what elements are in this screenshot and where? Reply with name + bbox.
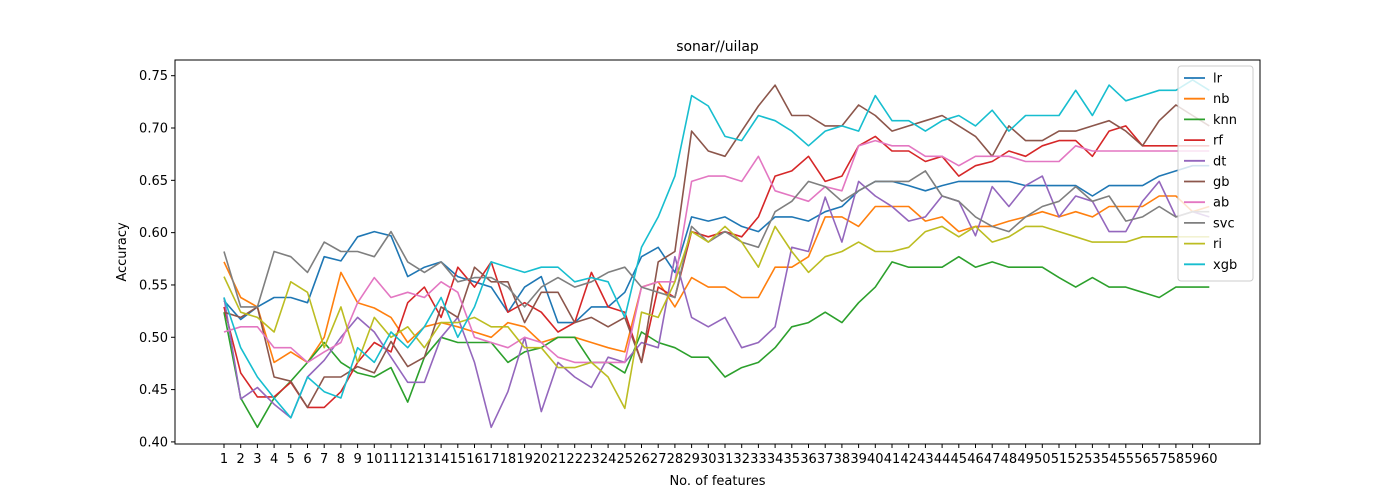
x-tick-label: 6 <box>303 452 311 467</box>
y-tick-label: 0.75 <box>139 69 168 84</box>
x-tick-label: 26 <box>633 452 650 467</box>
legend-label-ab: ab <box>1213 196 1229 211</box>
y-tick-label: 0.45 <box>139 383 168 398</box>
x-tick-label: 14 <box>433 452 450 467</box>
legend-label-nb: nb <box>1213 92 1230 107</box>
series-line-svc <box>223 170 1210 308</box>
x-tick-label: 2 <box>237 452 245 467</box>
x-tick-label: 27 <box>650 452 667 467</box>
legend-label-xgb: xgb <box>1213 258 1237 273</box>
plot-area <box>223 79 1210 429</box>
x-tick-label: 43 <box>917 452 934 467</box>
x-tick-label: 17 <box>483 452 500 467</box>
x-tick-label: 16 <box>466 452 483 467</box>
legend-label-ri: ri <box>1213 237 1222 252</box>
y-tick-label: 0.40 <box>139 435 168 450</box>
legend-label-gb: gb <box>1213 175 1230 190</box>
x-tick-label: 57 <box>1151 452 1168 467</box>
x-axis-label: No. of features <box>669 474 765 489</box>
x-tick-label: 19 <box>516 452 533 467</box>
x-tick-label: 38 <box>834 452 851 467</box>
y-tick-label: 0.50 <box>139 331 168 346</box>
y-tick-label: 0.55 <box>139 278 168 293</box>
x-tick-label: 4 <box>270 452 278 467</box>
x-tick-label: 10 <box>366 452 383 467</box>
y-tick-label: 0.60 <box>139 226 168 241</box>
series-line-xgb <box>223 79 1210 419</box>
x-tick-label: 47 <box>984 452 1001 467</box>
x-tick-label: 28 <box>667 452 684 467</box>
x-tick-label: 42 <box>900 452 917 467</box>
x-tick-label: 40 <box>867 452 884 467</box>
x-tick-label: 41 <box>884 452 901 467</box>
legend-label-rf: rf <box>1213 134 1223 149</box>
x-tick-label: 45 <box>951 452 968 467</box>
x-tick-label: 44 <box>934 452 951 467</box>
series-line-ri <box>223 225 1210 410</box>
x-tick-label: 31 <box>717 452 734 467</box>
x-axis: 1 2 3 4 5 6 7 8 9 10 11 12 13 14 15 16 17 18 19 20 21 22 23 24 2… <box>220 444 1218 467</box>
x-tick-label: 37 <box>817 452 834 467</box>
x-tick-label: 30 <box>700 452 717 467</box>
x-tick-label: 48 <box>1001 452 1018 467</box>
x-tick-label: 20 <box>533 452 550 467</box>
chart-title: sonar//uilap <box>676 39 759 55</box>
x-tick-label: 23 <box>583 452 600 467</box>
y-axis-label: Accuracy <box>115 222 130 282</box>
legend: lr nb knn rf dt gb ab svc ri xgb <box>1177 65 1254 282</box>
legend-label-dt: dt <box>1213 154 1226 169</box>
x-tick-label: 12 <box>399 452 416 467</box>
y-tick-label: 0.65 <box>139 174 168 189</box>
x-tick-label: 15 <box>450 452 467 467</box>
y-tick-label: 0.70 <box>139 122 168 137</box>
x-tick-label: 46 <box>967 452 984 467</box>
x-tick-label: 49 <box>1017 452 1034 467</box>
legend-label-svc: svc <box>1213 216 1235 231</box>
x-tick-label: 7 <box>320 452 328 467</box>
x-tick-label: 5 <box>287 452 295 467</box>
x-tick-label: 18 <box>500 452 517 467</box>
x-tick-label: 34 <box>767 452 784 467</box>
x-tick-label: 13 <box>416 452 433 467</box>
x-tick-label: 22 <box>566 452 583 467</box>
x-tick-label: 53 <box>1084 452 1101 467</box>
legend-label-knn: knn <box>1213 113 1237 128</box>
x-tick-label: 59 <box>1184 452 1201 467</box>
x-tick-label: 24 <box>600 452 617 467</box>
x-tick-label: 8 <box>337 452 345 467</box>
series-line-ab <box>223 139 1210 364</box>
x-tick-label: 51 <box>1051 452 1068 467</box>
series-line-knn <box>223 255 1210 429</box>
series-line-nb <box>223 195 1210 364</box>
x-tick-label: 29 <box>683 452 700 467</box>
x-tick-label: 52 <box>1067 452 1084 467</box>
y-axis: 0.40 0.45 0.50 0.55 0.60 0.65 0.70 0.75 <box>139 69 175 450</box>
series-line-dt <box>223 175 1210 429</box>
x-tick-label: 35 <box>784 452 801 467</box>
x-tick-label: 33 <box>750 452 767 467</box>
x-tick-label: 1 <box>220 452 228 467</box>
x-tick-label: 50 <box>1034 452 1051 467</box>
x-tick-label: 32 <box>733 452 750 467</box>
x-tick-label: 55 <box>1118 452 1135 467</box>
x-tick-label: 25 <box>617 452 634 467</box>
legend-label-lr: lr <box>1213 72 1223 87</box>
x-tick-label: 21 <box>550 452 567 467</box>
x-tick-label: 9 <box>353 452 361 467</box>
x-tick-label: 11 <box>383 452 400 467</box>
x-tick-label: 3 <box>253 452 261 467</box>
x-tick-label: 54 <box>1101 452 1118 467</box>
x-tick-label: 39 <box>850 452 867 467</box>
x-tick-label: 60 <box>1201 452 1218 467</box>
x-tick-label: 56 <box>1134 452 1151 467</box>
series-line-gb <box>223 84 1210 409</box>
x-tick-label: 36 <box>800 452 817 467</box>
plot-frame <box>174 59 1261 445</box>
x-tick-label: 58 <box>1168 452 1185 467</box>
